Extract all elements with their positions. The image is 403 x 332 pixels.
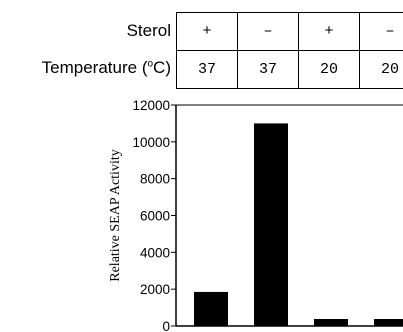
row-label-temperature: Temperature (oC) [42,58,171,78]
chart-axes: 0 2000 4000 6000 8000 10000 12000 [132,98,403,332]
y-tick-label: 4000 [140,245,170,260]
sterol-cell: – [359,12,403,51]
conditions-table: + – + – 37 37 20 20 [176,12,403,89]
bar [194,291,228,326]
y-tick-label: 8000 [140,172,170,187]
temperature-degree-sup: o [147,58,154,70]
sterol-cell: + [298,12,360,51]
y-tick-label: 2000 [140,282,170,297]
bar-chart: 0 2000 4000 6000 8000 10000 12000 Relative SEA… [108,98,403,332]
temperature-cell: 20 [359,50,403,89]
bar [254,123,288,326]
temperature-label-unit: C) [153,58,171,77]
y-tick-label: 10000 [132,135,170,150]
sterol-cell: – [237,12,299,51]
chart-bars [194,123,403,326]
y-axis-label: Relative SEAP Activity [108,149,123,281]
y-tick-label: 6000 [140,209,170,224]
temperature-label-text: Temperature ( [41,58,148,77]
bar [374,319,403,326]
temperature-cell: 37 [176,50,238,89]
temperature-cell: 20 [298,50,360,89]
temperature-row: 37 37 20 20 [176,50,403,89]
y-tick-label: 12000 [132,98,170,113]
bar [314,319,348,326]
row-label-sterol: Sterol [126,21,171,40]
y-tick-label: 0 [162,319,170,332]
sterol-row: + – + – [176,12,403,51]
sterol-cell: + [176,12,238,51]
temperature-cell: 37 [237,50,299,89]
